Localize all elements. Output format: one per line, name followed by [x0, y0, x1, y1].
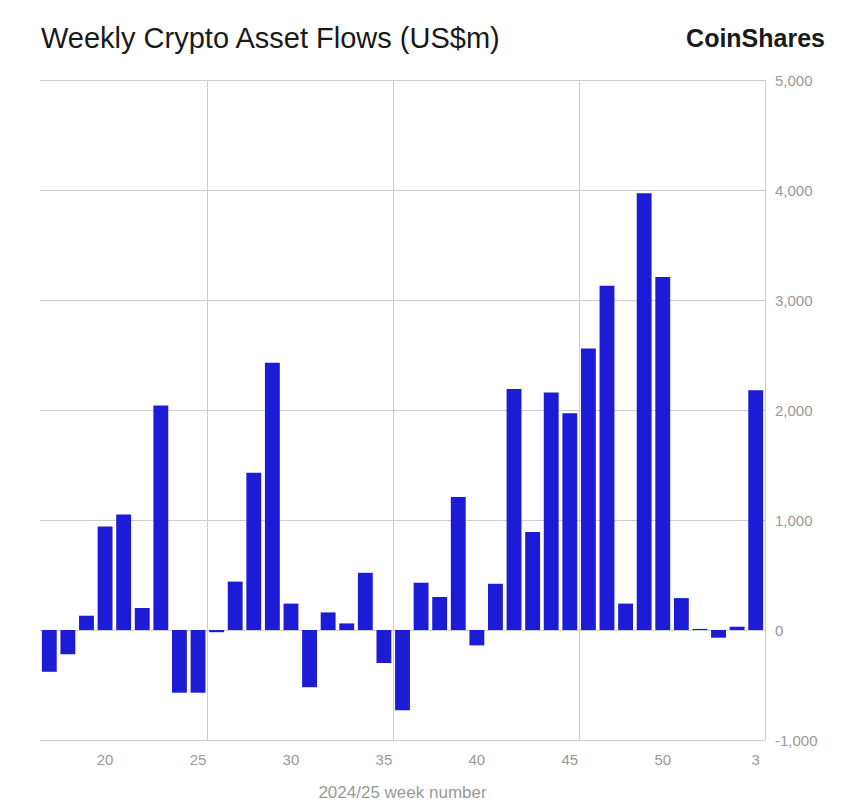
svg-text:5,000: 5,000	[775, 72, 813, 89]
svg-text:20: 20	[97, 751, 114, 768]
svg-text:4,000: 4,000	[775, 182, 813, 199]
svg-text:2,000: 2,000	[775, 402, 813, 419]
svg-text:3,000: 3,000	[775, 292, 813, 309]
svg-text:1,000: 1,000	[775, 512, 813, 529]
svg-text:Weekly Crypto Asset Flows (US$: Weekly Crypto Asset Flows (US$m)	[41, 22, 500, 54]
svg-text:CoinShares: CoinShares	[686, 24, 825, 52]
svg-text:25: 25	[190, 751, 207, 768]
svg-text:3: 3	[752, 751, 760, 768]
svg-text:-1,000: -1,000	[775, 732, 818, 749]
svg-text:30: 30	[283, 751, 300, 768]
svg-text:35: 35	[376, 751, 393, 768]
svg-text:40: 40	[469, 751, 486, 768]
svg-text:0: 0	[775, 622, 783, 639]
svg-text:50: 50	[654, 751, 671, 768]
svg-text:2024/25 week number: 2024/25 week number	[318, 783, 487, 802]
svg-text:45: 45	[561, 751, 578, 768]
